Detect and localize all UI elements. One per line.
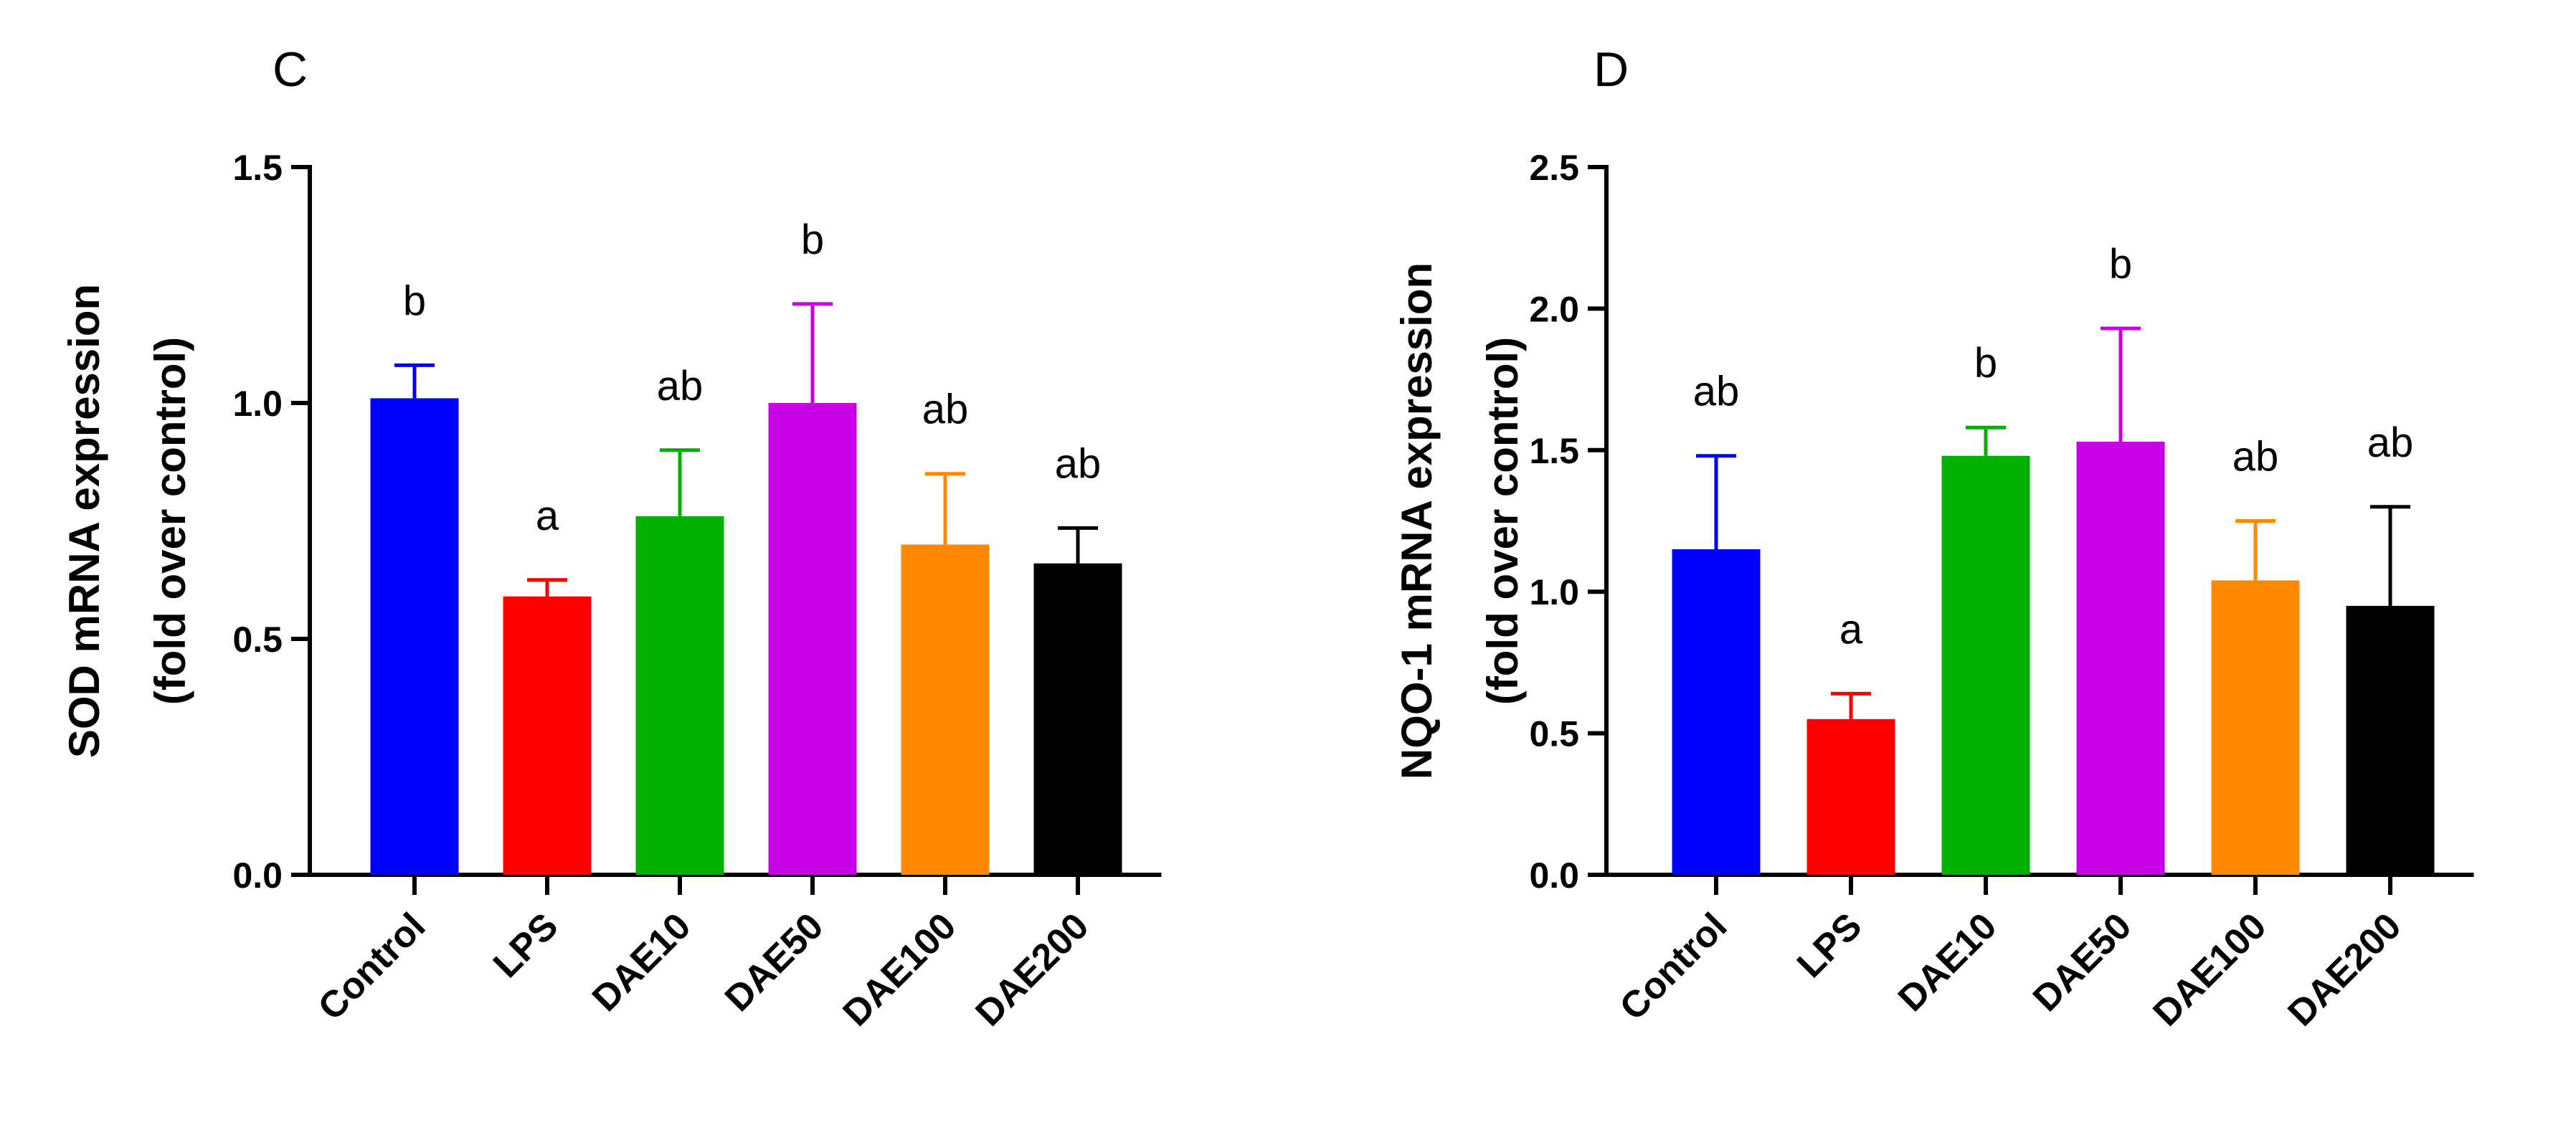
significance-letter: ab bbox=[1055, 440, 1102, 487]
significance-letter: ab bbox=[2367, 419, 2414, 466]
panel-d-chart: D NQO-1 mRNA expression (fold over control… bbox=[1393, 42, 2474, 1034]
x-tick-label: DAE50 bbox=[2025, 905, 2140, 1020]
y-axis-label-units: (fold over control) bbox=[146, 337, 194, 705]
y-tick-label: 0.0 bbox=[232, 855, 283, 896]
y-tick-label: 1.5 bbox=[1529, 431, 1579, 471]
x-tick-label: DAE50 bbox=[717, 905, 832, 1020]
x-tick-label: Control bbox=[311, 905, 434, 1028]
significance-letter: b bbox=[403, 277, 426, 324]
y-tick-label: 1.0 bbox=[232, 384, 283, 424]
bar-dae10 bbox=[635, 516, 724, 875]
bar-lps bbox=[503, 596, 592, 875]
panel-c-chart: C SOD mRNA expression (fold over control) 0… bbox=[60, 42, 1162, 1034]
bar-control bbox=[370, 398, 459, 875]
x-tick-label: LPS bbox=[1789, 905, 1870, 986]
y-tick-label: 0.5 bbox=[1529, 714, 1579, 754]
panel-letter: C bbox=[273, 42, 308, 97]
y-tick-label: 0.0 bbox=[1529, 855, 1579, 896]
significance-letter: a bbox=[536, 493, 559, 539]
x-tick-label: DAE10 bbox=[1890, 905, 2005, 1020]
bar-dae10 bbox=[1941, 455, 2030, 875]
significance-letter: ab bbox=[657, 363, 704, 409]
significance-letter: b bbox=[1974, 340, 1997, 386]
significance-letter: b bbox=[2109, 241, 2132, 288]
significance-letter: b bbox=[801, 217, 824, 263]
x-tick-label: Control bbox=[1612, 905, 1736, 1028]
y-tick-label: 1.5 bbox=[232, 148, 283, 188]
x-tick-label: DAE10 bbox=[584, 905, 699, 1020]
y-tick-label: 1.0 bbox=[1529, 572, 1579, 612]
bar-dae50 bbox=[768, 403, 857, 875]
bar-dae100 bbox=[2211, 580, 2300, 875]
x-tick-label: DAE200 bbox=[2280, 905, 2409, 1034]
x-tick-label: DAE100 bbox=[2145, 905, 2274, 1034]
y-axis-label: NQO-1 mRNA expression bbox=[1393, 262, 1441, 779]
bar-dae200 bbox=[1033, 563, 1122, 875]
bar-dae100 bbox=[901, 544, 990, 875]
y-axis-label-units: (fold over control) bbox=[1479, 337, 1527, 705]
x-tick-label: DAE100 bbox=[835, 905, 964, 1034]
bar-lps bbox=[1806, 718, 1895, 875]
panel-letter: D bbox=[1594, 42, 1629, 97]
x-tick-label: DAE200 bbox=[967, 905, 1097, 1034]
y-tick-label: 2.5 bbox=[1529, 148, 1579, 188]
significance-letter: ab bbox=[1693, 369, 1740, 415]
significance-letter: ab bbox=[2232, 434, 2279, 480]
bar-dae200 bbox=[2346, 605, 2435, 875]
x-tick-label: LPS bbox=[486, 905, 567, 986]
y-tick-label: 2.0 bbox=[1529, 289, 1579, 329]
significance-letter: a bbox=[1839, 606, 1863, 653]
bar-dae50 bbox=[2076, 441, 2165, 875]
y-tick-label: 0.5 bbox=[232, 620, 283, 660]
significance-letter: ab bbox=[922, 386, 969, 433]
y-axis-label: SOD mRNA expression bbox=[60, 284, 108, 758]
bar-control bbox=[1672, 549, 1761, 875]
